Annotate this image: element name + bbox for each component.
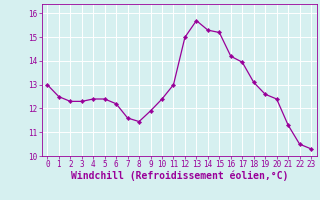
X-axis label: Windchill (Refroidissement éolien,°C): Windchill (Refroidissement éolien,°C) [70, 171, 288, 181]
